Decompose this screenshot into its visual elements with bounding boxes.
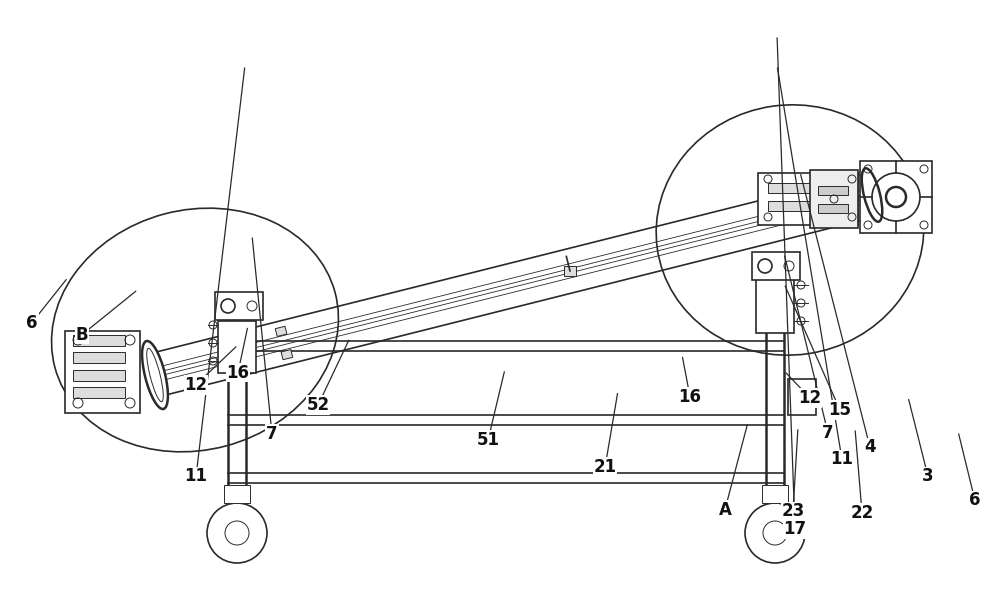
Text: 23: 23 [781,502,805,520]
Text: 17: 17 [783,520,807,538]
Bar [768,201,840,211]
Text: 52: 52 [306,396,330,414]
Bar [860,161,932,233]
Bar [215,292,263,320]
Text: 22: 22 [850,504,874,522]
Text: 16: 16 [678,388,702,406]
Text: 6: 6 [26,314,38,332]
Bar [218,321,256,373]
Text: 4: 4 [864,438,876,456]
Text: B: B [76,326,88,344]
Text: 15: 15 [828,401,852,419]
Bar [73,335,125,346]
Bar [224,485,250,503]
Text: A: A [719,500,731,519]
Bar [73,352,125,363]
Bar [73,370,125,381]
Text: 16: 16 [226,364,250,382]
Bar [564,266,576,276]
Text: 7: 7 [822,424,834,442]
Bar [788,379,816,415]
Bar [758,173,858,225]
Text: 3: 3 [922,467,934,485]
Bar [752,252,800,280]
Ellipse shape [862,168,882,222]
Bar [281,350,293,360]
Text: 12: 12 [184,376,208,394]
Bar [275,326,287,336]
Text: 6: 6 [969,491,981,510]
Bar [818,186,848,195]
Bar [756,275,794,333]
Bar [65,331,140,413]
Text: 7: 7 [266,425,278,443]
Bar [73,387,125,398]
Bar [762,485,788,503]
Bar [810,170,858,228]
Text: 51: 51 [477,431,500,449]
Text: 11: 11 [184,467,208,485]
Text: 11: 11 [830,450,854,469]
Bar [818,204,848,213]
Ellipse shape [142,341,168,409]
Text: 21: 21 [593,458,617,476]
Text: 12: 12 [798,389,822,407]
Bar [768,183,840,193]
Circle shape [207,503,267,563]
Circle shape [745,503,805,563]
